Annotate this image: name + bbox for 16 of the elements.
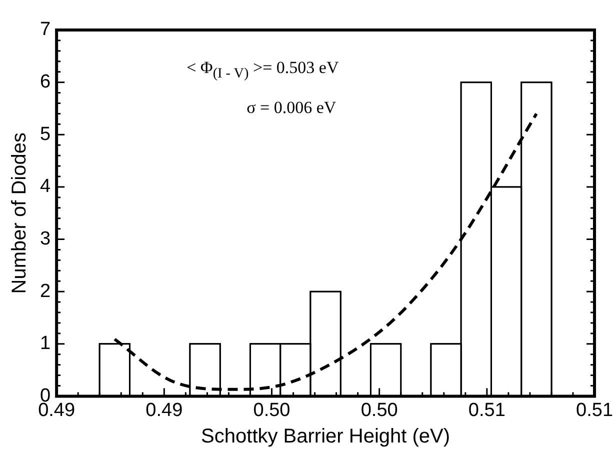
y-tick-label: 3 <box>40 228 51 250</box>
y-tick-label: 5 <box>40 124 51 145</box>
annotation: < Φ$_{(I - V)}$ >= 0.503 eV <box>186 58 339 82</box>
x-tick-label: 0.51 <box>468 400 506 421</box>
x-axis-title: Schottky Barrier Height (eV) <box>201 426 450 448</box>
x-tick-label: 0.50 <box>253 400 290 421</box>
x-tick-label: 0.51 <box>576 400 613 421</box>
annotation: σ = 0.006 eV <box>246 98 336 118</box>
x-tick-label: 0.50 <box>360 400 398 421</box>
y-tick-label: 1 <box>40 333 51 354</box>
x-tick-label: 0.49 <box>146 400 183 421</box>
y-tick-label: 2 <box>40 280 51 302</box>
y-axis-title: Number of Diodes <box>8 132 31 294</box>
y-tick-label: 7 <box>40 19 51 40</box>
y-tick-label: 6 <box>40 72 51 93</box>
y-tick-label: 4 <box>40 176 51 198</box>
